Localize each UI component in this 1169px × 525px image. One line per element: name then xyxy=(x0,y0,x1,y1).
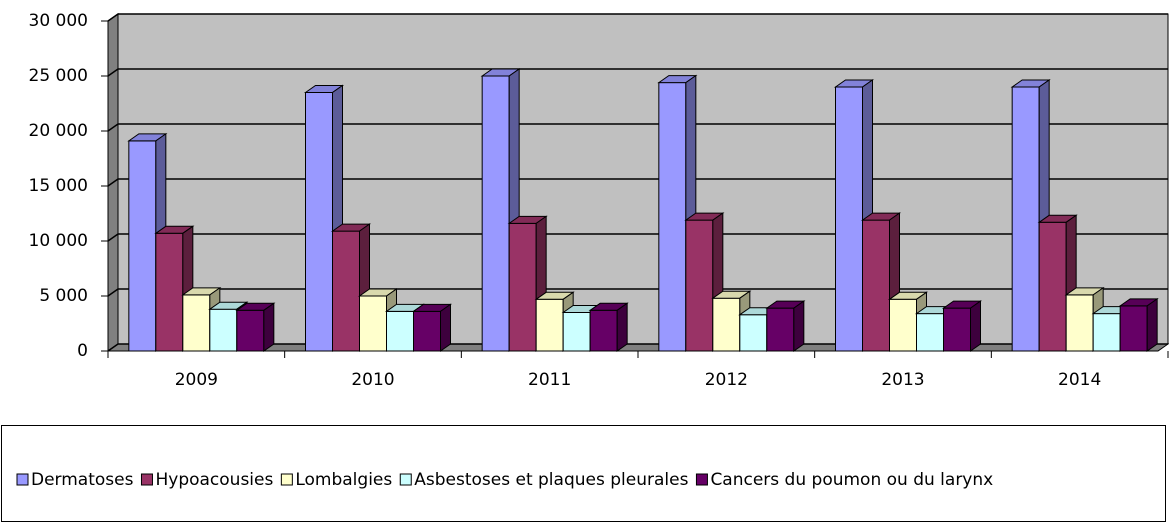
bar-front xyxy=(128,140,157,352)
bar-side xyxy=(1146,297,1158,352)
bar-front xyxy=(916,313,944,352)
legend-label: Hypoacousies xyxy=(155,470,273,490)
bar-front xyxy=(589,309,618,352)
x-tick-label: 2010 xyxy=(351,370,394,390)
legend-swatch xyxy=(399,473,412,486)
bar-front xyxy=(712,297,741,352)
bar-front xyxy=(1011,86,1040,352)
legend-swatch xyxy=(280,473,293,486)
bar-front xyxy=(862,219,890,352)
x-tick-label: 2013 xyxy=(881,370,924,390)
bar-front xyxy=(889,298,917,352)
grid-line xyxy=(107,288,1168,297)
bar xyxy=(154,225,195,352)
grid-line xyxy=(107,13,1168,22)
x-tick-label: 2009 xyxy=(175,370,218,390)
bar-front xyxy=(943,307,971,352)
bar-front xyxy=(766,307,795,352)
y-tick-label: 30 000 xyxy=(29,11,88,31)
y-tick-label: 25 000 xyxy=(29,66,88,86)
x-tick-label: 2011 xyxy=(528,370,571,390)
bar-front xyxy=(359,295,387,352)
legend-swatch xyxy=(695,473,708,486)
bar-front xyxy=(481,75,510,352)
bar-front xyxy=(209,308,238,352)
bar-front xyxy=(386,310,414,352)
bar-front xyxy=(685,219,714,352)
bar-front xyxy=(236,309,265,352)
bar xyxy=(588,302,629,352)
legend-label: Cancers du poumon ou du larynx xyxy=(710,470,993,490)
bar xyxy=(1037,214,1078,352)
x-tick-label: 2014 xyxy=(1058,370,1101,390)
bar-front xyxy=(1119,305,1148,352)
bar-front xyxy=(658,82,687,352)
legend-swatch xyxy=(140,473,153,486)
bar-side xyxy=(440,303,451,352)
bar-front xyxy=(835,86,863,352)
grid-line xyxy=(107,233,1168,242)
bar xyxy=(941,300,983,352)
bar xyxy=(684,212,725,352)
bar-front xyxy=(305,92,333,352)
legend-box xyxy=(1,425,1166,522)
bar xyxy=(1118,297,1159,352)
legend-swatch xyxy=(16,473,29,486)
x-tick-label: 2012 xyxy=(705,370,748,390)
bar-front xyxy=(1038,221,1067,352)
bar-front xyxy=(413,310,441,352)
grid-line xyxy=(107,343,1168,352)
legend-label: Lombalgies xyxy=(295,470,392,490)
legend-label: Asbestoses et plaques pleurales xyxy=(414,470,688,490)
grid-line xyxy=(107,68,1168,77)
bar xyxy=(235,302,276,352)
bar xyxy=(765,300,806,352)
bar-side xyxy=(970,300,981,352)
y-tick-label: 10 000 xyxy=(29,231,88,251)
bar-front xyxy=(1065,294,1094,352)
bar-front xyxy=(535,298,564,352)
y-tick-label: 15 000 xyxy=(29,176,88,196)
bar-front xyxy=(1092,313,1121,352)
bar-side xyxy=(793,300,805,352)
bar-front xyxy=(562,312,591,352)
grid-line xyxy=(107,123,1168,132)
bar xyxy=(411,303,453,352)
legend-label: Dermatoses xyxy=(31,470,134,490)
y-tick-label: 20 000 xyxy=(29,121,88,141)
bar-front xyxy=(155,232,184,352)
bar xyxy=(833,79,875,352)
bar-side xyxy=(616,302,628,352)
bar-front xyxy=(508,222,537,352)
y-tick-label: 5 000 xyxy=(39,286,88,306)
grid-line xyxy=(107,178,1168,187)
bar-side xyxy=(263,302,275,352)
bar-front xyxy=(182,294,211,352)
bar-front xyxy=(739,314,768,352)
y-tick-label: 0 xyxy=(77,341,88,361)
bar-front xyxy=(332,230,360,352)
